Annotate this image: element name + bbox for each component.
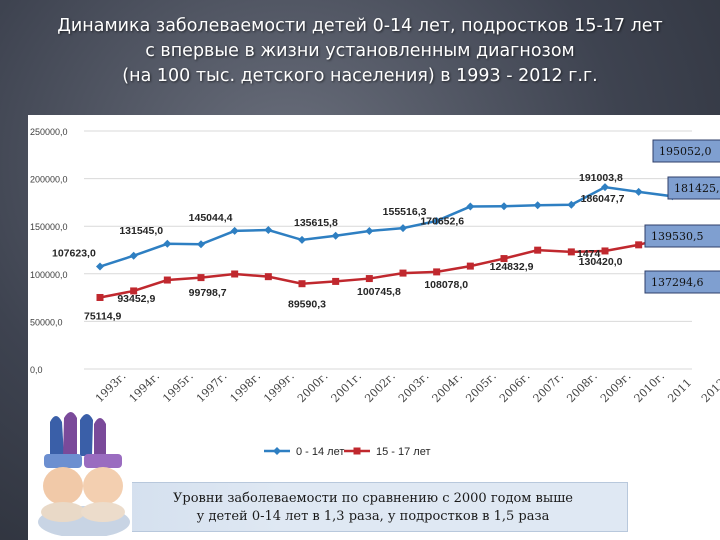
x-tick-label: 1993г.	[93, 370, 129, 406]
data-point	[130, 287, 138, 295]
y-tick-label: 150000,0	[30, 222, 68, 232]
x-tick-label: 2008г.	[564, 370, 600, 406]
data-label: 191003,8	[579, 172, 623, 184]
data-point	[365, 275, 373, 283]
x-tick-label: 2012	[699, 376, 720, 405]
data-point	[500, 255, 508, 263]
title-line-2: с впервые в жизни установленным диагнозо…	[145, 41, 575, 61]
x-tick-label: 2007г.	[531, 370, 567, 406]
data-point	[197, 274, 205, 282]
data-label: 89590,3	[288, 299, 326, 311]
data-label: 135615,8	[294, 217, 338, 229]
data-label: 75114,9	[84, 310, 122, 322]
data-point	[399, 224, 407, 233]
data-point	[466, 202, 475, 211]
data-point	[264, 273, 272, 281]
data-point	[231, 270, 239, 278]
y-tick-label: 50000,0	[30, 317, 63, 327]
title-line-3: (на 100 тыс. детского населения) в 1993 …	[122, 66, 598, 86]
data-label: 93452,9	[117, 293, 155, 305]
boxed-label-box	[644, 224, 720, 248]
y-tick-label: 0,0	[30, 365, 43, 375]
data-point	[332, 277, 340, 285]
x-tick-label: 2005г.	[463, 370, 499, 406]
data-point	[331, 231, 340, 240]
data-label: 170652,6	[420, 216, 464, 228]
data-label: 155516,3	[383, 206, 427, 218]
data-point	[534, 246, 542, 254]
y-tick-label: 250000,0	[30, 127, 68, 137]
x-tick-label: 2004г.	[430, 370, 466, 406]
data-label: 145044,4	[189, 212, 233, 224]
x-tick-label: 1997г.	[194, 370, 230, 406]
data-point	[533, 201, 542, 210]
y-tick-label: 200000,0	[30, 175, 68, 185]
data-label: 108078,0	[424, 279, 468, 291]
data-point	[365, 226, 374, 235]
y-tick-label: 100000,0	[30, 270, 68, 280]
x-tick-label: 2001г.	[329, 370, 365, 406]
data-point	[96, 293, 104, 301]
caption-line-1: Уровни заболеваемости по сравнению с 200…	[173, 491, 573, 506]
x-tick-label: 1994г.	[127, 370, 163, 406]
x-tick-label: 2009г.	[598, 370, 634, 406]
x-tick-label: 2000г.	[295, 370, 331, 406]
data-point	[298, 280, 306, 288]
boxed-label: 195052,0	[659, 145, 712, 158]
line-chart: 0,0 50000,0 100000,0 150000,0 200000,0 250000…	[30, 127, 720, 458]
x-tick-label: 2003г.	[396, 370, 432, 406]
legend-label: 15 - 17 лет	[376, 446, 431, 458]
data-point	[634, 187, 643, 196]
data-point	[298, 235, 306, 244]
data-label: 124832,9	[490, 261, 534, 273]
data-label: 131545,0	[119, 225, 163, 237]
x-tick-label: 2010г.	[632, 370, 668, 406]
boxed-label: 181425,2	[674, 182, 720, 195]
data-point	[96, 262, 104, 271]
data-point	[433, 268, 441, 276]
data-point	[163, 239, 172, 248]
legend-swatch-marker	[353, 447, 361, 455]
boxed-label-box	[652, 139, 720, 163]
data-label: 130420,0	[579, 256, 623, 268]
boxed-label-box	[667, 176, 720, 200]
data-point	[432, 216, 441, 225]
data-point	[567, 200, 576, 209]
x-tick-label: 2011	[665, 376, 694, 405]
legend-label: 0 - 14 лет	[296, 446, 344, 458]
boxed-label: 139530,5	[651, 230, 704, 243]
data-point	[399, 269, 407, 277]
boxed-label-box	[644, 270, 720, 294]
data-point	[466, 262, 474, 270]
x-tick-label: 1995г.	[160, 370, 196, 406]
chart-area: 0,0 50000,0 100000,0 150000,0 200000,0 250000…	[28, 115, 720, 540]
data-point	[230, 226, 239, 235]
x-tick-label: 2006г.	[497, 370, 533, 406]
caption-line-2: у детей 0-14 лет в 1,3 раза, у подростко…	[196, 509, 550, 524]
babies-photo	[36, 410, 132, 536]
data-point	[197, 240, 205, 249]
x-tick-label: 1998г.	[228, 370, 264, 406]
data-point	[601, 183, 609, 192]
x-tick-label: 2002г.	[362, 370, 398, 406]
caption: Уровни заболеваемости по сравнению с 200…	[128, 490, 618, 526]
data-label: 100745,8	[357, 286, 401, 298]
x-tick-label: 1999г.	[261, 370, 297, 406]
slide-title: Динамика заболеваемости детей 0-14 лет, …	[0, 14, 720, 89]
data-label: 99798,7	[189, 287, 227, 299]
data-point	[163, 276, 171, 284]
title-line-1: Динамика заболеваемости детей 0-14 лет, …	[57, 16, 663, 36]
data-point	[635, 241, 643, 249]
data-point	[601, 247, 609, 255]
data-point	[264, 226, 273, 235]
boxed-label: 137294,6	[651, 276, 704, 289]
data-point	[567, 248, 575, 256]
data-label: 1474	[577, 248, 601, 260]
data-label: 186047,7	[581, 193, 625, 205]
data-label: 107623,0	[52, 248, 96, 260]
data-point	[129, 251, 138, 260]
data-point	[500, 202, 508, 211]
legend-swatch-marker	[273, 447, 281, 455]
caption-box	[48, 482, 628, 532]
